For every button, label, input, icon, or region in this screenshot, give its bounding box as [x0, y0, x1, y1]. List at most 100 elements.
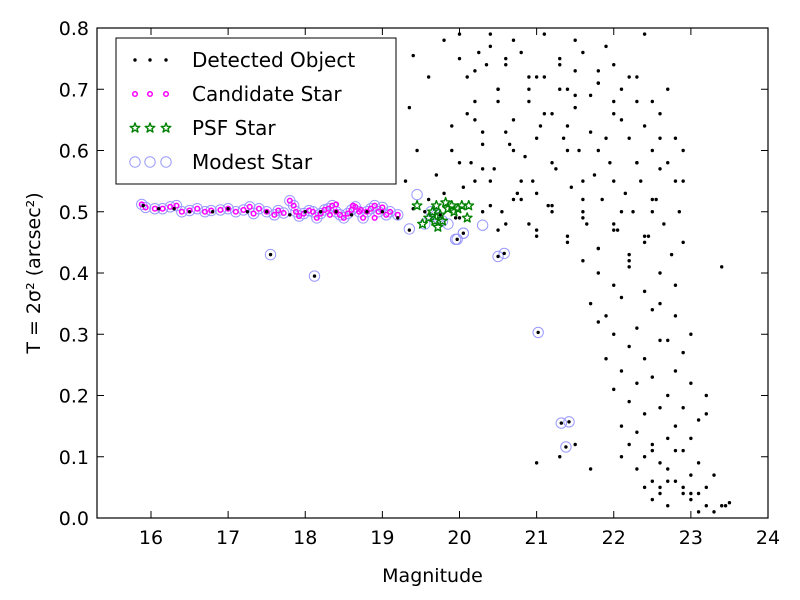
detected-object-point [303, 210, 307, 214]
legend-marker [133, 58, 137, 62]
y-tick-label: 0.6 [59, 141, 89, 163]
detected-object-point [669, 252, 674, 257]
detected-object-point [596, 69, 601, 73]
detected-object-point [511, 118, 516, 122]
detected-object-point [226, 206, 230, 211]
detected-object-point [723, 504, 728, 508]
detected-object-point [642, 357, 647, 361]
x-tick-label: 21 [525, 527, 549, 549]
modest-star-point [311, 212, 323, 224]
candidate-star-point [383, 211, 390, 218]
detected-object-point [426, 197, 431, 202]
detected-object-point [650, 99, 655, 104]
legend-marker [129, 156, 141, 168]
detected-object-point [245, 210, 250, 214]
candidate-star-point [333, 208, 340, 215]
detected-object-point [515, 191, 520, 196]
candidate-star-point [344, 210, 351, 217]
candidate-star-point [255, 205, 263, 212]
legend: Detected Object Candidate Star PSF Star Mod… [115, 37, 397, 185]
detected-object-point [504, 63, 508, 67]
psf-star-point [437, 215, 448, 226]
detected-object-point [673, 369, 678, 373]
detected-object-point [496, 87, 500, 91]
candidate-star-point [240, 206, 247, 213]
candidate-star-point [371, 202, 378, 209]
candidate-star-point [280, 209, 287, 217]
detected-object-point [681, 406, 685, 410]
psf-star-point [427, 206, 438, 217]
detected-object-point [519, 179, 523, 183]
detected-object-point [565, 124, 570, 128]
candidate-star-point [296, 212, 303, 220]
detected-object-point [534, 136, 539, 140]
detected-object-point [604, 314, 608, 318]
detected-object-point [581, 179, 585, 183]
detected-object-point [210, 210, 215, 214]
detected-object-point [673, 448, 678, 453]
detected-object-point [619, 118, 624, 122]
detected-object-point [642, 485, 647, 490]
detected-object-point [542, 75, 547, 79]
detected-object-point [604, 136, 608, 140]
legend-marker [164, 58, 168, 62]
detected-object-point [457, 161, 462, 165]
y-tick-label: 0.2 [59, 386, 89, 408]
detected-object-point [642, 32, 647, 36]
detected-object-point [666, 87, 670, 91]
modest-star-point [164, 201, 176, 213]
detected-object-point [673, 479, 678, 483]
psf-star-point [432, 221, 444, 232]
detected-object-point [504, 130, 508, 134]
detected-object-point [612, 112, 616, 116]
modest-star-point [380, 209, 392, 221]
detected-object-point [650, 210, 655, 214]
detected-object-point [318, 210, 323, 214]
y-tick-label: 0.5 [59, 202, 89, 224]
modest-star-point [139, 201, 152, 214]
detected-object-point [565, 87, 570, 91]
detected-object-point [480, 167, 485, 171]
candidate-star-point [336, 211, 343, 218]
detected-object-point [612, 222, 616, 226]
detected-object-point [642, 124, 647, 128]
detected-object-point [627, 136, 631, 140]
candidate-star-point [357, 206, 364, 213]
modest-star-point [384, 206, 396, 218]
detected-object-point [511, 38, 516, 42]
detected-object-point [519, 50, 523, 55]
detected-object-point [558, 455, 562, 459]
detected-object-point [658, 167, 662, 171]
legend-label: Modest Star [192, 150, 313, 174]
detected-object-point [658, 338, 662, 343]
candidate-star-point [313, 214, 320, 221]
detected-object-point [349, 213, 354, 217]
detected-object-point [612, 283, 616, 287]
modest-star-point [253, 202, 265, 215]
detected-object-point [696, 418, 701, 422]
detected-object-point [635, 467, 639, 471]
detected-object-point [619, 369, 624, 373]
detected-object-point [666, 436, 670, 441]
detected-object-point [536, 330, 540, 335]
detected-object-point [465, 112, 469, 116]
detected-object-point [469, 161, 473, 165]
legend-marker [160, 122, 172, 133]
modest-star-point [230, 206, 242, 218]
detected-object-point [550, 210, 554, 214]
detected-object-point [673, 136, 678, 140]
detected-object-point [511, 148, 516, 153]
candidate-star-point [246, 203, 253, 210]
detected-object-point [457, 216, 462, 220]
detected-object-point [453, 216, 458, 220]
modest-star-point [264, 248, 277, 261]
modest-star-point [357, 212, 369, 224]
detected-object-point [689, 497, 693, 502]
detected-object-point [612, 99, 616, 104]
detected-object-point [500, 210, 504, 214]
detected-object-point [423, 210, 427, 214]
detected-object-point [673, 424, 678, 428]
detected-object-point [642, 412, 647, 416]
detected-object-point [704, 412, 708, 416]
detected-object-point [581, 216, 585, 220]
